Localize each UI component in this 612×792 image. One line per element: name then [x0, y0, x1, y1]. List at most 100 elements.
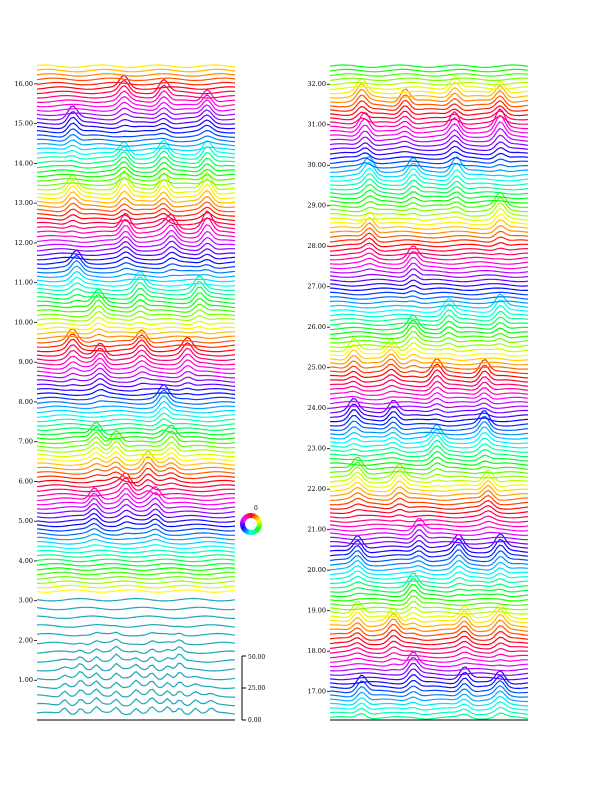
- waterfall-trace: [36, 122, 236, 134]
- waterfall-trace: [329, 343, 529, 357]
- waterfall-trace: [36, 388, 236, 397]
- waterfall-trace: [329, 544, 529, 558]
- waterfall-trace: [329, 456, 529, 466]
- waterfall-trace: [36, 342, 236, 357]
- waterfall-trace: [329, 151, 529, 160]
- waterfall-trace: [36, 116, 236, 130]
- waterfall-trace: [329, 183, 529, 195]
- waterfall-trace: [329, 613, 529, 628]
- waterfall-trace: [329, 445, 528, 458]
- waterfall-trace: [36, 701, 236, 711]
- waterfall-trace: [329, 195, 529, 204]
- y-tick-label: 11.00: [14, 279, 33, 287]
- y-tick-label: 17.00: [307, 688, 326, 696]
- waterfall-trace: [329, 601, 529, 611]
- phase-wheel-segment: [254, 528, 259, 534]
- waterfall-trace: [36, 584, 236, 589]
- phase-wheel-segment: [256, 524, 262, 526]
- waterfall-trace: [329, 161, 529, 178]
- waterfall-trace: [36, 68, 236, 73]
- phase-zero-label: 0: [254, 505, 258, 512]
- waterfall-trace: [329, 662, 529, 676]
- waterfall-trace: [329, 319, 528, 335]
- waterfall-trace: [36, 418, 236, 427]
- phase-wheel-segment: [256, 518, 262, 522]
- waterfall-trace: [329, 284, 528, 291]
- waterfall-trace: [329, 295, 529, 300]
- waterfall-trace: [36, 78, 236, 95]
- waterfall-trace: [36, 696, 236, 707]
- phase-wheel-segment: [251, 513, 253, 519]
- waterfall-trace: [36, 183, 236, 200]
- phase-wheel-segment: [241, 516, 247, 521]
- y-tick-label: 26.00: [307, 323, 326, 331]
- waterfall-trace: [36, 166, 236, 178]
- waterfall-trace: [36, 383, 236, 401]
- waterfall-trace: [329, 191, 528, 208]
- y-tick-label: 8.00: [19, 398, 33, 406]
- waterfall-trace: [37, 286, 236, 300]
- waterfall-trace: [329, 105, 529, 117]
- phase-color-wheel: 0: [240, 505, 262, 535]
- waterfall-trace: [329, 374, 529, 388]
- waterfall-trace: [36, 597, 236, 602]
- waterfall-trace: [36, 627, 236, 633]
- waterfall-trace: [36, 507, 236, 519]
- y-tick-label: 31.00: [307, 121, 326, 129]
- y-tick-label: 25.00: [307, 364, 326, 372]
- waterfall-trace: [329, 262, 529, 274]
- waterfall-trace: [36, 246, 236, 256]
- waterfall-trace: [36, 77, 236, 82]
- waterfall-trace: [329, 251, 529, 265]
- waterfall-trace: [36, 362, 236, 375]
- waterfall-trace: [329, 646, 529, 655]
- waterfall-trace: [329, 300, 529, 305]
- waterfall-trace: [36, 155, 236, 169]
- waterfall-trace: [36, 571, 236, 576]
- waterfall-trace: [37, 451, 236, 462]
- waterfall-trace: [329, 469, 529, 484]
- waterfall-trace: [329, 178, 529, 191]
- waterfall-trace: [36, 99, 236, 112]
- waterfall-trace: [329, 434, 529, 449]
- y-tick-label: 14.00: [14, 159, 33, 167]
- waterfall-trace: [36, 473, 236, 484]
- waterfall-trace: [329, 510, 529, 519]
- waterfall-trace: [329, 293, 529, 309]
- phase-wheel-segment: [252, 513, 255, 519]
- waterfall-trace: [36, 217, 236, 235]
- phase-wheel-segment: [243, 528, 248, 534]
- waterfall-trace: [329, 227, 529, 239]
- waterfall-trace: [329, 456, 529, 471]
- waterfall-trace: [329, 600, 529, 615]
- waterfall-trace: [37, 619, 236, 624]
- phase-wheel-segment: [241, 527, 247, 532]
- waterfall-trace: [329, 369, 529, 383]
- waterfall-trace: [330, 607, 529, 624]
- waterfall-trace: [329, 207, 529, 222]
- waterfall-trace: [329, 666, 529, 681]
- y-tick-label: 12.00: [14, 239, 33, 247]
- waterfall-trace: [36, 73, 236, 77]
- waterfall-trace: [36, 421, 236, 436]
- waterfall-trace: [36, 169, 236, 191]
- waterfall-trace: [36, 615, 235, 619]
- waterfall-trace: [36, 424, 236, 440]
- waterfall-trace: [329, 210, 529, 226]
- waterfall-trace: [36, 528, 235, 536]
- waterfall-trace: [329, 515, 529, 523]
- waterfall-trace: [329, 348, 529, 361]
- waterfall-trace: [329, 358, 529, 370]
- waterfall-trace: [36, 641, 236, 650]
- waterfall-trace: [329, 157, 529, 165]
- waterfall-trace: [329, 565, 529, 576]
- waterfall-trace: [36, 357, 236, 370]
- waterfall-trace: [329, 398, 528, 414]
- waterfall-trace: [329, 172, 529, 187]
- waterfall-trace: [329, 308, 529, 322]
- waterfall-trace: [36, 275, 236, 291]
- waterfall-trace: [36, 482, 235, 497]
- waterfall-trace: [36, 522, 236, 532]
- waterfall-trace: [329, 635, 529, 646]
- waterfall-trace: [329, 578, 529, 593]
